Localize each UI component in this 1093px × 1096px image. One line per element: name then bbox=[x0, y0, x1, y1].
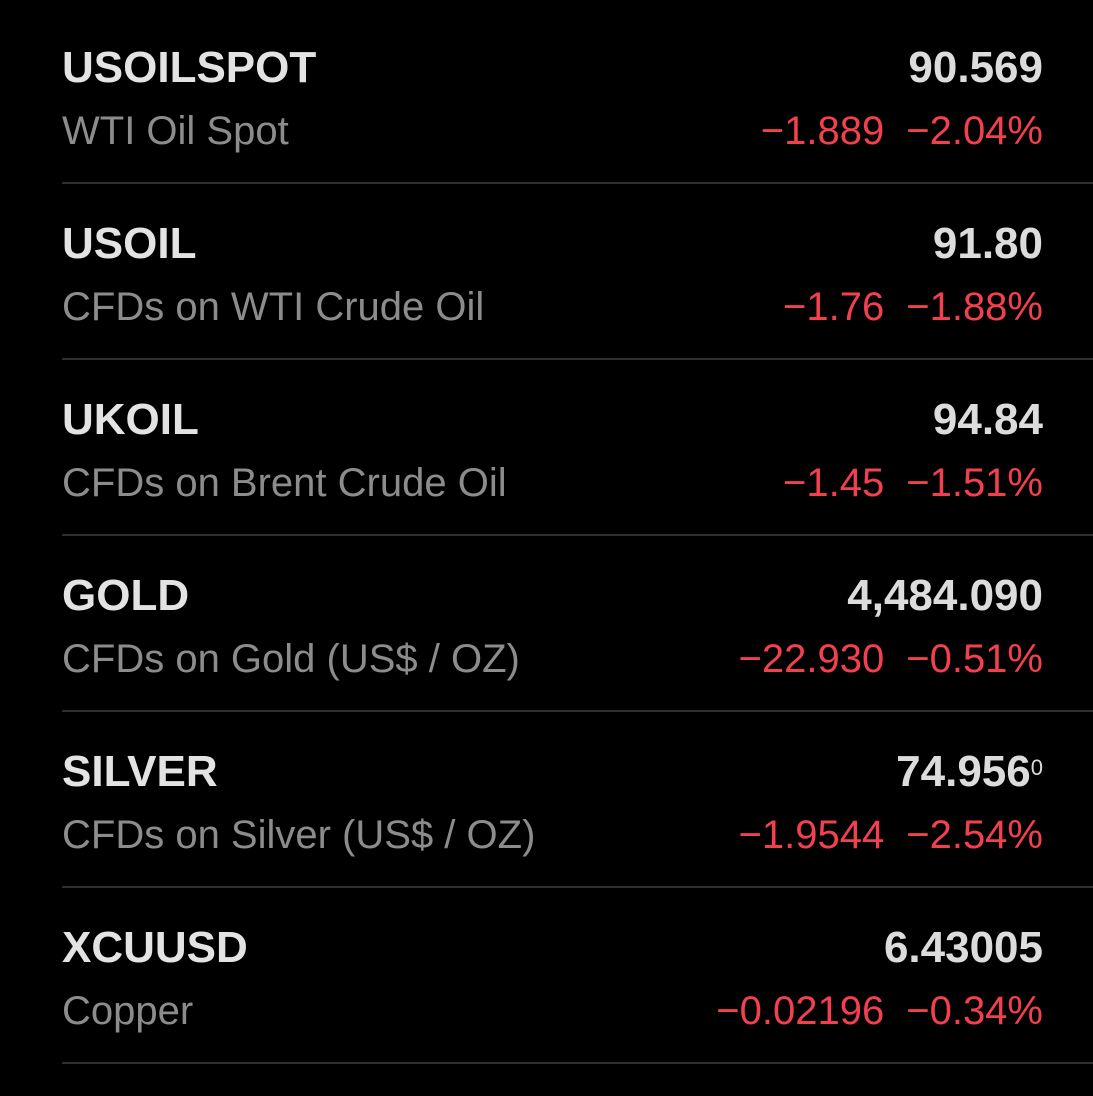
change-percent: −2.04% bbox=[906, 109, 1043, 153]
watchlist-row[interactable]: GOLD CFDs on Gold (US$ / OZ) 4,484.090 −22.… bbox=[0, 528, 1093, 704]
separator bbox=[62, 710, 1093, 712]
change: −22.930 bbox=[738, 637, 885, 681]
change-percent: −0.34% bbox=[906, 989, 1043, 1033]
price-value: 6.43005 bbox=[883, 923, 1043, 972]
separator bbox=[62, 1062, 1093, 1064]
price-value: 94.84 bbox=[932, 395, 1043, 444]
price-value: 91.80 bbox=[932, 219, 1043, 268]
watchlist-row[interactable]: SILVER CFDs on Silver (US$ / OZ) 74.9560 −1… bbox=[0, 704, 1093, 880]
separator bbox=[62, 358, 1093, 360]
price-value: 4,484.090 bbox=[847, 571, 1043, 620]
change-group: −1.76 −1.88% bbox=[783, 282, 1043, 332]
watchlist-row[interactable]: UKOIL CFDs on Brent Crude Oil 94.84 −1.45 −1… bbox=[0, 352, 1093, 528]
change: −0.02196 bbox=[716, 989, 885, 1033]
change-group: −1.45 −1.51% bbox=[783, 458, 1043, 508]
change-group: −22.930 −0.51% bbox=[739, 634, 1043, 684]
symbol: USOILSPOT bbox=[62, 43, 317, 92]
change-percent: −1.51% bbox=[906, 461, 1043, 505]
separator bbox=[62, 886, 1093, 888]
description: WTI Oil Spot bbox=[62, 109, 289, 153]
separator bbox=[62, 182, 1093, 184]
price: 91.80 bbox=[933, 216, 1043, 272]
symbol: XCUUSD bbox=[62, 923, 248, 972]
price: 94.84 bbox=[933, 392, 1043, 448]
watchlist-row[interactable]: USOIL CFDs on WTI Crude Oil 91.80 −1.76 −1.8… bbox=[0, 176, 1093, 352]
description: CFDs on WTI Crude Oil bbox=[62, 285, 485, 329]
price: 6.43005 bbox=[884, 920, 1043, 976]
change: −1.889 bbox=[760, 109, 885, 153]
watchlist-row[interactable]: USOILSPOT WTI Oil Spot 90.569 −1.889 −2.04% bbox=[0, 0, 1093, 176]
change-group: −0.02196 −0.34% bbox=[716, 986, 1043, 1036]
change-group: −1.9544 −2.54% bbox=[739, 810, 1043, 860]
symbol: UKOIL bbox=[62, 395, 199, 444]
symbol: USOIL bbox=[62, 219, 197, 268]
description: CFDs on Brent Crude Oil bbox=[62, 461, 507, 505]
price-value: 90.569 bbox=[908, 43, 1043, 92]
price-value: 74.956 bbox=[896, 747, 1031, 796]
price: 74.9560 bbox=[896, 744, 1043, 800]
change-percent: −2.54% bbox=[906, 813, 1043, 857]
separator bbox=[62, 534, 1093, 536]
symbol: GOLD bbox=[62, 571, 190, 620]
change-group: −1.889 −2.04% bbox=[761, 106, 1043, 156]
price: 90.569 bbox=[908, 40, 1043, 96]
change: −1.76 bbox=[783, 285, 885, 329]
price: 4,484.090 bbox=[847, 568, 1043, 624]
price-superscript: 0 bbox=[1030, 755, 1043, 780]
change-percent: −1.88% bbox=[906, 285, 1043, 329]
description: CFDs on Gold (US$ / OZ) bbox=[62, 637, 520, 681]
change: −1.45 bbox=[783, 461, 885, 505]
watchlist-row[interactable]: XCUUSD Copper 6.43005 −0.02196 −0.34% bbox=[0, 880, 1093, 1056]
change: −1.9544 bbox=[738, 813, 885, 857]
change-percent: −0.51% bbox=[906, 637, 1043, 681]
description: CFDs on Silver (US$ / OZ) bbox=[62, 813, 536, 857]
description: Copper bbox=[62, 989, 194, 1033]
symbol: SILVER bbox=[62, 747, 218, 796]
